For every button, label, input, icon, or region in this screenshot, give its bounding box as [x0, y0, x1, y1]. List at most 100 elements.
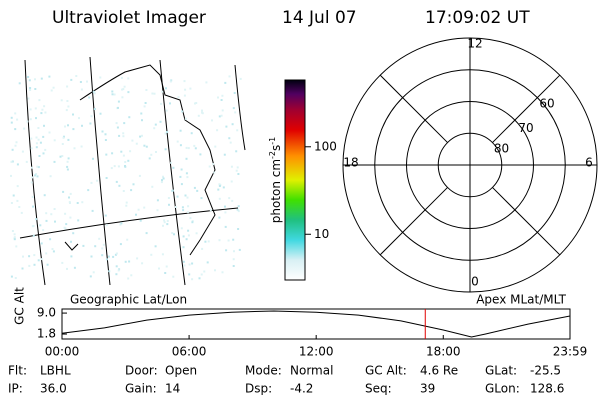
emission-speck — [236, 129, 239, 132]
emission-speck — [218, 197, 221, 200]
emission-speck — [236, 166, 239, 169]
emission-speck — [162, 177, 165, 180]
emission-speck — [135, 142, 138, 145]
emission-speck — [45, 219, 48, 222]
emission-speck — [195, 232, 198, 235]
emission-speck — [187, 147, 190, 150]
emission-speck — [53, 160, 56, 163]
emission-speck — [158, 267, 160, 270]
emission-speck — [182, 209, 185, 212]
emission-speck — [81, 124, 83, 127]
emission-speck — [183, 80, 186, 83]
emission-speck — [64, 212, 67, 215]
emission-speck — [54, 220, 56, 223]
emission-speck — [76, 202, 79, 204]
emission-speck — [99, 112, 102, 115]
emission-speck — [88, 96, 91, 99]
emission-speck — [21, 150, 24, 153]
emission-speck — [28, 255, 31, 258]
emission-speck — [232, 238, 235, 241]
emission-speck — [171, 232, 174, 234]
info-value: -25.5 — [530, 364, 561, 378]
emission-speck — [164, 148, 167, 151]
emission-speck — [68, 196, 70, 199]
emission-speck — [235, 150, 238, 153]
colorbar — [284, 79, 306, 281]
emission-speck — [66, 100, 69, 102]
emission-speck — [191, 262, 194, 265]
frame-label: Geographic Lat/Lon — [70, 293, 187, 307]
emission-speck — [191, 278, 194, 281]
emission-speck — [26, 120, 29, 123]
emission-speck — [193, 186, 196, 189]
emission-speck — [139, 219, 142, 222]
label-part: s — [269, 145, 283, 151]
info-key: Flt: — [8, 364, 27, 378]
emission-speck — [161, 90, 164, 93]
emission-speck — [236, 208, 239, 211]
emission-speck — [181, 110, 184, 113]
info-key: Seq: — [365, 382, 392, 396]
date: 14 Jul 07 — [282, 8, 357, 28]
emission-speck — [155, 151, 157, 153]
frame-label: Apex MLat/MLT — [476, 293, 566, 307]
emission-speck — [123, 122, 126, 125]
emission-speck — [64, 125, 66, 128]
emission-speck — [66, 160, 69, 163]
emission-speck — [230, 165, 233, 168]
emission-speck — [184, 194, 187, 197]
emission-speck — [104, 214, 107, 217]
emission-speck — [166, 223, 169, 226]
emission-speck — [141, 262, 144, 265]
emission-speck — [128, 116, 131, 119]
emission-speck — [218, 185, 221, 187]
x-tick-label: 00:00 — [45, 345, 80, 359]
emission-speck — [184, 117, 187, 120]
emission-speck — [184, 88, 187, 91]
emission-speck — [183, 264, 186, 267]
x-tick-label: 12:00 — [299, 345, 334, 359]
emission-speck — [176, 140, 179, 143]
emission-speck — [150, 153, 153, 156]
emission-speck — [90, 255, 93, 258]
emission-speck — [90, 181, 93, 184]
lat-label: 80 — [494, 142, 509, 156]
info-value: LBHL — [40, 364, 71, 378]
emission-speck — [82, 244, 85, 247]
emission-speck — [154, 245, 157, 248]
emission-speck — [18, 206, 21, 208]
emission-speck — [16, 199, 19, 202]
emission-speck — [186, 196, 189, 199]
emission-speck — [44, 148, 47, 151]
emission-speck — [166, 131, 169, 133]
diagonal-line — [492, 187, 561, 256]
emission-speck — [66, 85, 69, 88]
emission-speck — [43, 105, 46, 108]
emission-speck — [105, 177, 108, 179]
lat-ring — [374, 69, 566, 261]
emission-speck — [65, 223, 68, 226]
emission-speck — [98, 237, 101, 240]
emission-speck — [223, 153, 226, 156]
emission-speck — [118, 134, 121, 137]
emission-speck — [89, 275, 92, 278]
emission-speck — [104, 133, 107, 136]
emission-speck — [139, 135, 142, 138]
emission-speck — [114, 253, 117, 256]
emission-speck — [96, 179, 99, 182]
emission-speck — [105, 153, 108, 156]
emission-speck — [162, 175, 164, 178]
info-key: Door: — [125, 364, 158, 378]
emission-speck — [34, 107, 37, 110]
emission-speck — [170, 79, 173, 82]
info-value: 36.0 — [40, 382, 67, 396]
x-tick-label: 23:59 — [553, 345, 588, 359]
emission-speck — [186, 176, 189, 179]
emission-speck — [102, 243, 105, 246]
emission-speck — [75, 75, 78, 77]
emission-speck — [180, 227, 183, 230]
emission-speck — [49, 175, 52, 178]
emission-speck — [61, 155, 64, 157]
emission-speck — [212, 163, 215, 166]
emission-speck — [214, 145, 217, 148]
